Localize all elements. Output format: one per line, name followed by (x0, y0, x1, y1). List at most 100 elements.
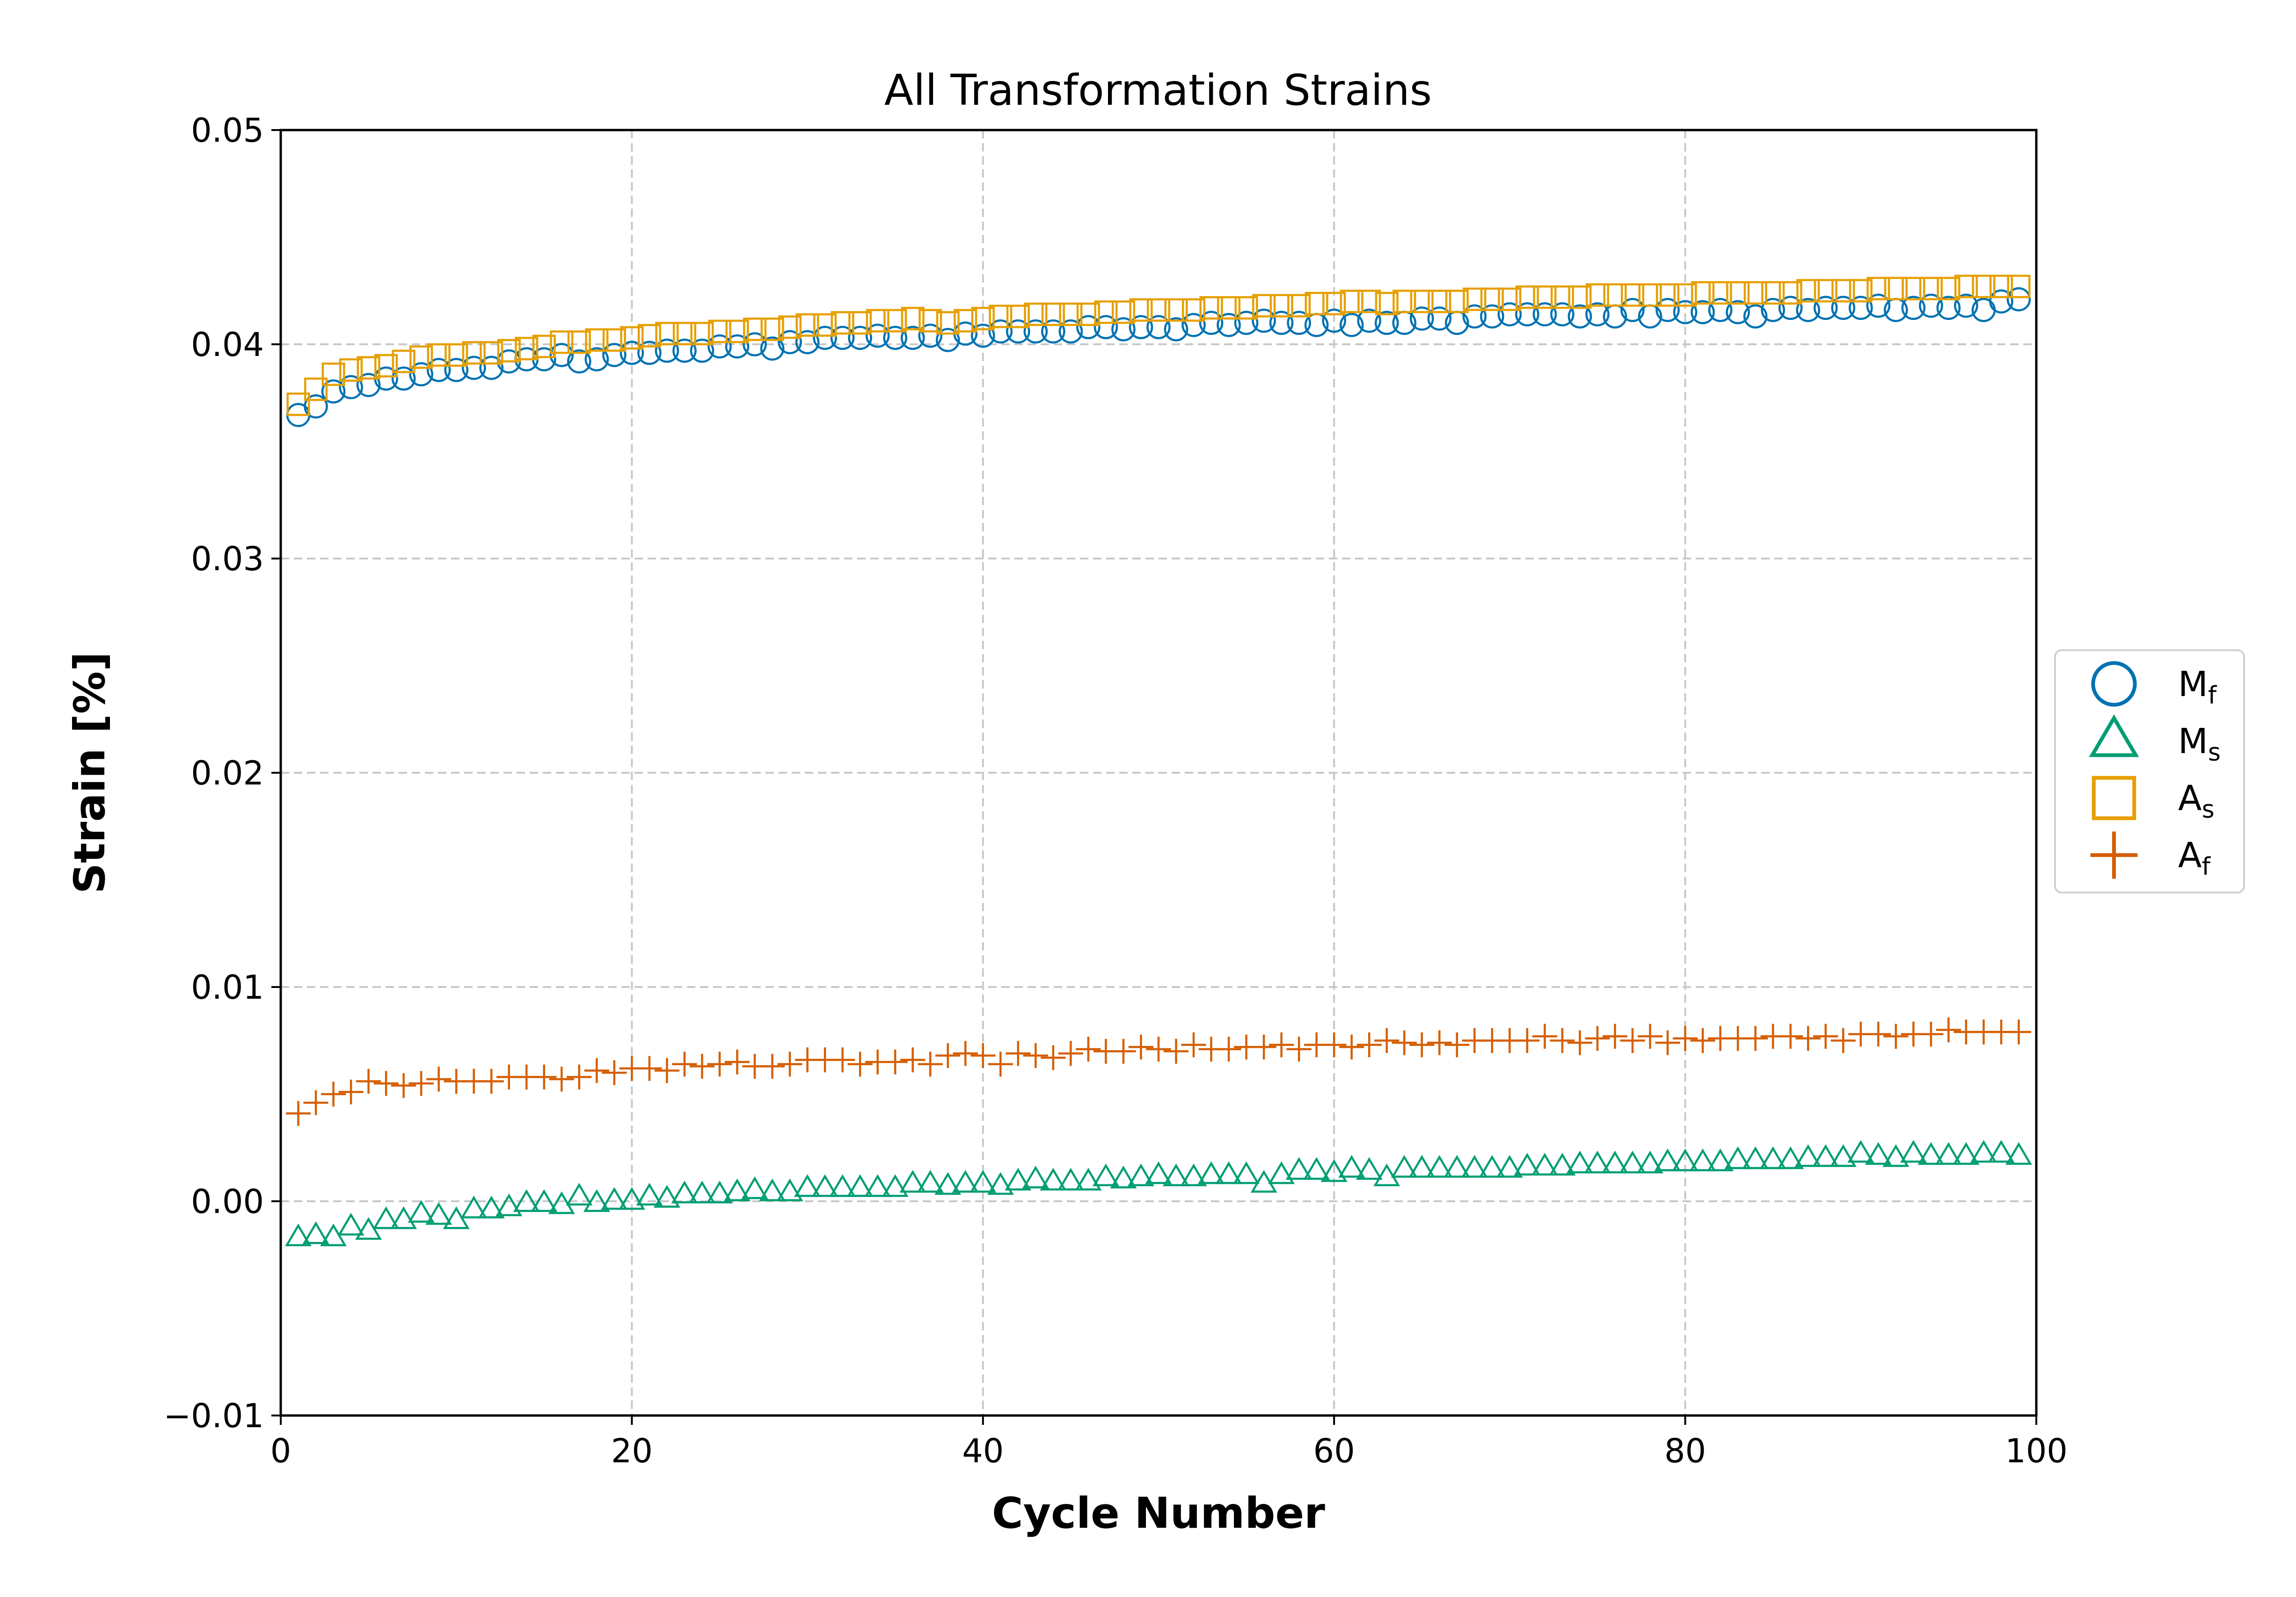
y-tick-label: 0.02 (191, 754, 264, 792)
data-point (795, 313, 819, 337)
data-point (1322, 291, 1346, 316)
data-point (1866, 276, 1890, 300)
x-tick-label: 20 (611, 1432, 653, 1470)
data-point (776, 1178, 803, 1201)
data-point (1006, 305, 1030, 328)
data-point (936, 311, 960, 335)
legend-entry-subscript: s (2202, 796, 2215, 824)
data-point (1954, 293, 1978, 318)
data-point (1514, 1153, 1541, 1176)
data-point (1812, 1144, 1839, 1167)
data-point (497, 339, 521, 363)
legend-entry: Mf (2178, 664, 2217, 710)
data-point (1761, 281, 1785, 305)
data-point (759, 1178, 786, 1201)
data-point (1761, 298, 1786, 322)
data-point (321, 1082, 346, 1107)
data-point (1883, 1024, 1909, 1049)
data-point (1777, 1146, 1804, 1169)
data-point (409, 362, 433, 386)
data-point (866, 309, 889, 333)
data-point (1181, 312, 1206, 337)
data-point (601, 1187, 628, 1210)
data-point (373, 1071, 399, 1096)
data-point (1076, 315, 1101, 340)
data-point (462, 341, 486, 365)
data-point (584, 1058, 609, 1083)
data-point (970, 323, 995, 348)
data-point (1778, 281, 1802, 305)
legend-entry: Af (2178, 835, 2211, 881)
data-point (1724, 1146, 1751, 1169)
data-point (830, 326, 855, 350)
data-point (460, 1196, 488, 1219)
data-point (1111, 317, 1136, 341)
data-point (1111, 1038, 1136, 1064)
data-point (1637, 1024, 1663, 1049)
data-point (1637, 1150, 1664, 1174)
data-point (1602, 1024, 1628, 1049)
data-point (846, 1174, 874, 1197)
data-point (1515, 285, 1539, 309)
data-point (1603, 283, 1627, 307)
data-point (1902, 276, 1925, 300)
data-point (391, 366, 416, 391)
data-point (1866, 293, 1891, 318)
data-point (970, 1043, 996, 1068)
data-point (760, 336, 785, 361)
data-point (585, 328, 609, 352)
data-point (724, 1049, 750, 1074)
data-point (427, 343, 451, 367)
data-point (1972, 275, 1996, 298)
data-point (513, 1189, 540, 1212)
data-point (1023, 1043, 1048, 1068)
data-point (531, 1189, 558, 1212)
data-point (618, 1187, 645, 1210)
data-point (1251, 1034, 1276, 1060)
data-point (1917, 1142, 1945, 1165)
data-point (1427, 1030, 1452, 1055)
data-point (1356, 1157, 1383, 1180)
data-point (1076, 302, 1100, 326)
data-point (1690, 1028, 1715, 1053)
data-point (620, 341, 644, 365)
data-point (1743, 281, 1767, 305)
data-point (480, 341, 503, 365)
data-point (706, 1180, 733, 1204)
data-point (1163, 1163, 1189, 1186)
data-point (689, 1180, 715, 1204)
chart-title: All Transformation Strains (884, 66, 1432, 115)
data-point (479, 356, 504, 380)
data-point (760, 317, 784, 341)
data-point (1743, 304, 1768, 329)
data-point (1268, 1161, 1295, 1184)
data-point (337, 1212, 364, 1236)
data-point (1673, 1026, 1698, 1051)
data-point (1374, 1028, 1399, 1053)
legend-box (2054, 649, 2245, 893)
legend-entry: Ms (2178, 721, 2221, 767)
data-point (1234, 296, 1258, 320)
data-point (953, 1041, 978, 1066)
data-point (374, 354, 398, 377)
data-point (707, 334, 732, 359)
data-point (1006, 1041, 1031, 1066)
data-point (864, 1174, 891, 1197)
x-axis-label: Cycle Number (992, 1489, 1325, 1538)
data-point (882, 1049, 908, 1074)
data-point (1340, 290, 1363, 313)
data-point (1935, 1142, 1962, 1165)
data-point (1357, 290, 1381, 313)
data-point (1058, 319, 1083, 344)
data-point (408, 1200, 435, 1223)
data-point (1462, 304, 1487, 329)
data-point (1936, 1017, 1961, 1043)
data-point (1163, 1038, 1189, 1064)
legend-marker (2092, 776, 2136, 820)
data-point (567, 330, 591, 354)
data-point (1233, 1161, 1260, 1184)
data-point (655, 322, 679, 346)
data-point (1339, 1034, 1364, 1060)
data-point (725, 334, 750, 359)
